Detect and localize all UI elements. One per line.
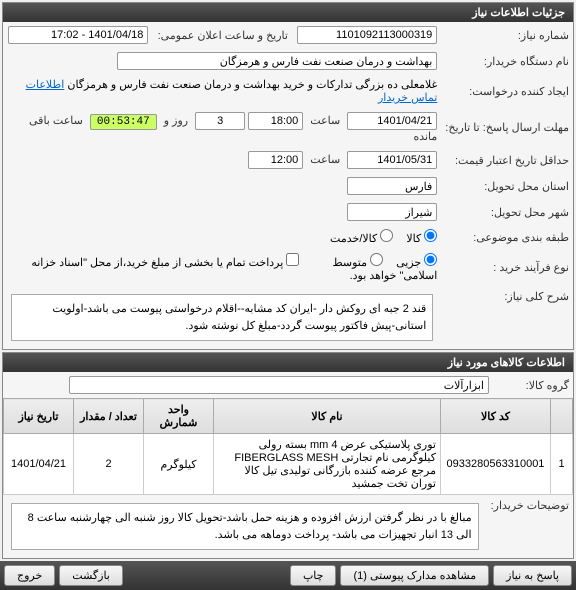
day-and-label: روز و bbox=[160, 115, 192, 127]
keydesc-label: شرح کلی نیاز: bbox=[441, 286, 573, 349]
org-label: نام دستگاه خریدار: bbox=[441, 48, 573, 74]
buytype-medium-radio[interactable] bbox=[370, 253, 383, 266]
buytype-minor-radio[interactable] bbox=[424, 253, 437, 266]
cell-unit: کیلوگرم bbox=[144, 434, 214, 495]
deadline-label: مهلت ارسال پاسخ: تا تاریخ: bbox=[441, 108, 573, 147]
buytype-label: نوع فرآیند خرید : bbox=[441, 249, 573, 286]
reqno-input[interactable] bbox=[297, 26, 437, 44]
pubdate-label: تاریخ و ساعت اعلان عمومی: bbox=[152, 22, 292, 48]
group-input[interactable] bbox=[69, 376, 489, 394]
valid-label: حداقل تاریخ اعتبار قیمت: bbox=[441, 147, 573, 173]
subject-label: طبقه بندی موضوعی: bbox=[441, 225, 573, 249]
exit-button[interactable]: خروج bbox=[4, 565, 55, 586]
countdown-timer: 00:53:47 bbox=[90, 114, 157, 130]
org-input[interactable] bbox=[117, 52, 437, 70]
partial-pay-checkbox[interactable] bbox=[286, 253, 299, 266]
days-left-input bbox=[195, 112, 245, 130]
subject-goods-radio-label[interactable]: کالا bbox=[406, 233, 437, 245]
col-unit: واحد شمارش bbox=[144, 399, 214, 434]
subject-service-text: کالا/خدمت bbox=[330, 233, 377, 245]
col-idx bbox=[551, 399, 573, 434]
details-panel: جزئیات اطلاعات نیاز شماره نیاز: تاریخ و … bbox=[2, 2, 574, 350]
items-table: کد کالا نام کالا واحد شمارش تعداد / مقدا… bbox=[3, 398, 573, 495]
buytype-medium-text: متوسط bbox=[332, 257, 367, 269]
hour-label-1: ساعت bbox=[306, 115, 344, 127]
items-panel: اطلاعات کالاهای مورد نیاز گروه کالا: کد … bbox=[2, 352, 574, 559]
table-header-row: کد کالا نام کالا واحد شمارش تعداد / مقدا… bbox=[4, 399, 573, 434]
attachments-button[interactable]: مشاهده مدارک پیوستی (1) bbox=[340, 565, 489, 586]
buytype-minor-label[interactable]: جزیی bbox=[396, 257, 437, 269]
buyer-note-label: توضیحات خریدار: bbox=[487, 495, 573, 558]
hour-label-2: ساعت bbox=[306, 154, 344, 166]
cell-date: 1401/04/21 bbox=[4, 434, 74, 495]
cell-qty: 2 bbox=[74, 434, 144, 495]
valid-date-input[interactable] bbox=[347, 151, 437, 169]
keydesc-box: قند 2 جبه ای روکش دار -ایران کد مشابه--ا… bbox=[11, 294, 433, 341]
reply-button[interactable]: پاسخ به نیاز bbox=[493, 565, 572, 586]
group-label: گروه کالا: bbox=[493, 372, 573, 398]
col-qty: تعداد / مقدار bbox=[74, 399, 144, 434]
creator-label: ایجاد کننده درخواست: bbox=[441, 74, 573, 108]
subject-goods-radio[interactable] bbox=[424, 229, 437, 242]
province-input[interactable] bbox=[347, 177, 437, 195]
details-panel-header: جزئیات اطلاعات نیاز bbox=[3, 3, 573, 22]
subject-service-radio-label[interactable]: کالا/خدمت bbox=[330, 233, 393, 245]
subject-goods-text: کالا bbox=[406, 233, 421, 245]
deadline-date-input[interactable] bbox=[347, 112, 437, 130]
print-button[interactable]: چاپ bbox=[290, 565, 337, 586]
cell-code: 0933280563310001 bbox=[441, 434, 551, 495]
cell-name: توری پلاستیکی عرض 4 mm بسته رولی کیلوگرم… bbox=[214, 434, 441, 495]
city-input[interactable] bbox=[347, 203, 437, 221]
col-date: تاریخ نیاز bbox=[4, 399, 74, 434]
province-label: استان محل تحویل: bbox=[441, 173, 573, 199]
pubdate-input[interactable] bbox=[8, 26, 148, 44]
back-button[interactable]: بازگشت bbox=[59, 565, 123, 586]
valid-time-input[interactable] bbox=[248, 151, 303, 169]
table-row[interactable]: 10933280563310001توری پلاستیکی عرض 4 mm … bbox=[4, 434, 573, 495]
city-label: شهر محل تحویل: bbox=[441, 199, 573, 225]
col-code: کد کالا bbox=[441, 399, 551, 434]
cell-idx: 1 bbox=[551, 434, 573, 495]
creator-text: غلامعلی ده بزرگی تدارکات و خرید بهداشت و… bbox=[67, 79, 437, 91]
buytype-medium-label[interactable]: متوسط bbox=[332, 257, 383, 269]
button-bar: پاسخ به نیاز مشاهده مدارک پیوستی (1) چاپ… bbox=[0, 561, 576, 590]
col-name: نام کالا bbox=[214, 399, 441, 434]
details-form: شماره نیاز: تاریخ و ساعت اعلان عمومی: نا… bbox=[3, 22, 573, 349]
subject-service-radio[interactable] bbox=[380, 229, 393, 242]
deadline-time-input[interactable] bbox=[248, 112, 303, 130]
buyer-note-box: مبالغ با در نظر گرفتن ارزش افزوده و هزین… bbox=[11, 503, 479, 550]
buytype-minor-text: جزیی bbox=[396, 257, 421, 269]
reqno-label: شماره نیاز: bbox=[441, 22, 573, 48]
items-panel-header: اطلاعات کالاهای مورد نیاز bbox=[3, 353, 573, 372]
